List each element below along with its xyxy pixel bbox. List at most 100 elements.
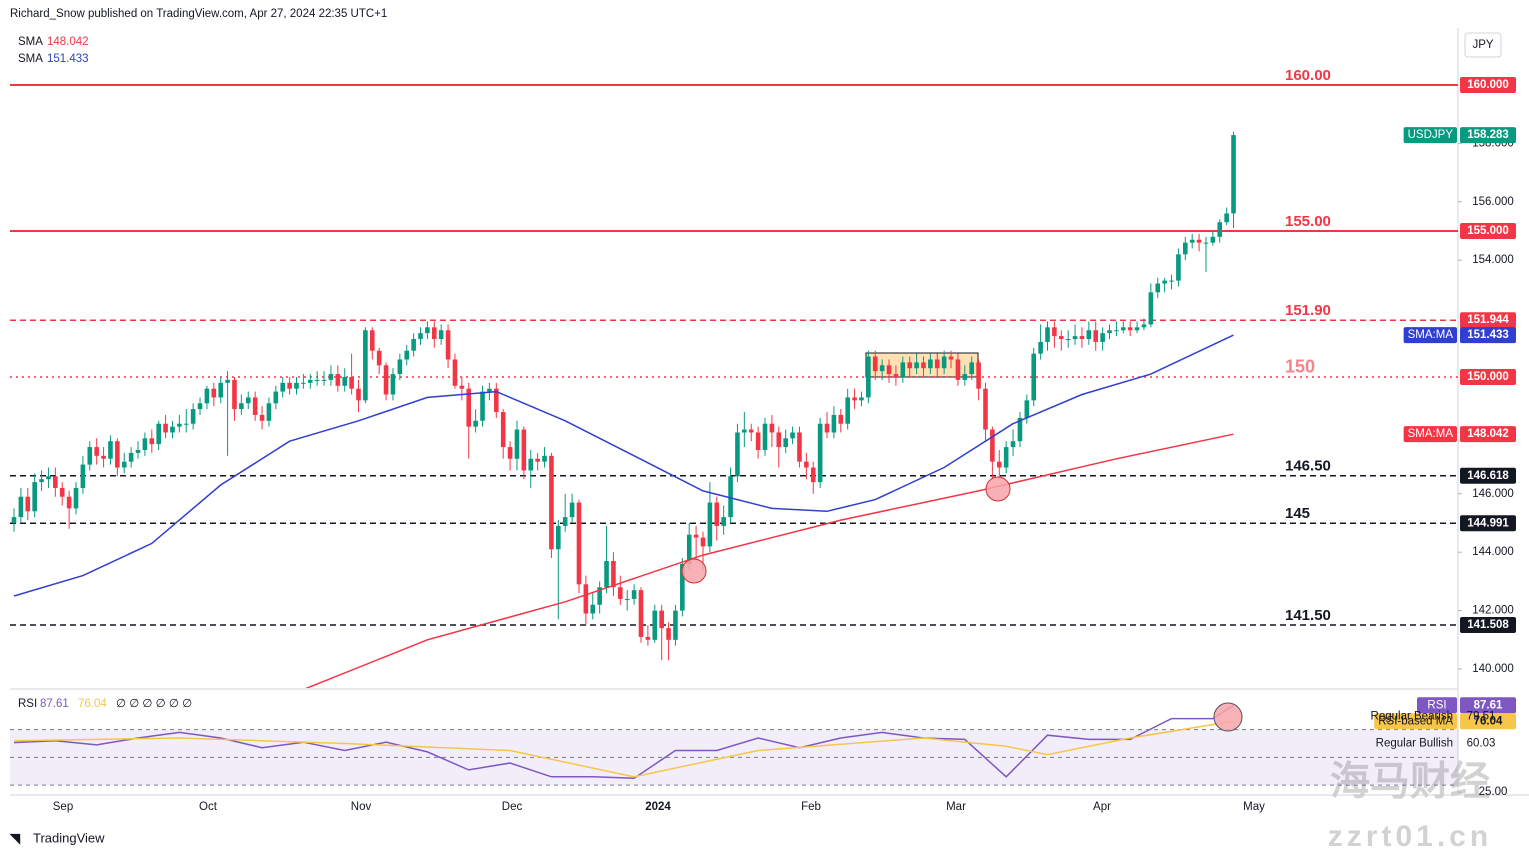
level-tag: 144.991: [1467, 517, 1509, 529]
candle-body: [163, 423, 168, 433]
candle-body: [349, 376, 354, 389]
candle-body: [135, 449, 141, 453]
candle-body: [356, 388, 361, 401]
candle-body: [115, 441, 120, 468]
candle-body: [700, 537, 706, 547]
rsi-legend-ma: 76.04: [78, 698, 107, 710]
candle-body: [769, 423, 775, 433]
candle-body: [1031, 353, 1037, 401]
brand: TradingView: [33, 830, 105, 845]
candle-body: [590, 604, 596, 614]
level-tag: 141.508: [1467, 619, 1509, 631]
candle-body: [383, 365, 389, 395]
candle-body: [273, 391, 279, 404]
candle-body: [983, 388, 988, 430]
candle-body: [342, 376, 348, 386]
price-tag-symbol-bg: [1403, 127, 1457, 144]
candle-body: [914, 362, 919, 369]
rsi-tag-name: RSI: [1427, 699, 1446, 711]
candle-body: [149, 438, 155, 445]
candle-body: [996, 461, 1002, 468]
candle-body: [94, 447, 99, 456]
candle-body: [142, 438, 148, 450]
level-label: 160.00: [1285, 67, 1331, 84]
candle-body: [445, 330, 451, 360]
candle-body: [521, 429, 527, 471]
candle-body: [121, 461, 127, 468]
candle-body: [1065, 339, 1071, 341]
candle-body: [900, 362, 906, 377]
rsi-legend-extra: ∅ ∅ ∅ ∅ ∅ ∅: [116, 698, 192, 710]
candle-body: [742, 429, 747, 433]
y-tick-label: 144.000: [1472, 546, 1514, 558]
watermark-title: 海马财经: [1330, 760, 1490, 804]
candle-body: [480, 391, 485, 421]
candle-body: [1086, 330, 1092, 340]
candle-body: [1231, 135, 1236, 214]
candle-body: [762, 423, 768, 450]
annotation-circle: [681, 558, 707, 584]
candle-body: [1045, 327, 1050, 342]
rsi-line: [13, 720, 1234, 778]
candle-body: [1196, 239, 1202, 243]
sma-tag-name: SMA:MA: [1408, 428, 1454, 440]
candle-body: [528, 458, 534, 471]
level-tag: 151.944: [1467, 314, 1509, 326]
level-label: 145: [1285, 505, 1310, 522]
candle-body: [776, 432, 782, 448]
candle-body: [425, 327, 430, 334]
level-tag: 146.618: [1467, 470, 1509, 482]
candle-body: [652, 610, 658, 640]
marker-value: 79.51: [1467, 711, 1496, 723]
candle-body: [1107, 330, 1112, 334]
price-tag: 158.283: [1467, 129, 1509, 141]
candle-body: [859, 397, 864, 401]
candle-body: [707, 502, 713, 547]
level-tag-bg: [1460, 368, 1516, 385]
candle-body: [321, 379, 327, 381]
sma-line: [13, 334, 1234, 597]
level-tag-bg: [1460, 312, 1516, 329]
candle-body: [1024, 400, 1030, 418]
candle-body: [507, 447, 513, 459]
rsi-ma-tag: 76.04: [1474, 715, 1503, 727]
candle-body: [239, 403, 244, 410]
candle-body: [583, 584, 589, 614]
candle-body: [170, 426, 175, 433]
brand-icon: ◥: [9, 830, 21, 845]
candle-body: [1072, 336, 1078, 340]
candle-body: [921, 362, 926, 369]
candle-body: [1176, 254, 1181, 281]
candle-body: [638, 590, 644, 637]
candle-body: [845, 397, 850, 424]
candle-body: [259, 414, 265, 421]
sma-tag-name-bg: [1403, 426, 1457, 443]
candle-body: [500, 412, 506, 448]
sma-tag-bg: [1460, 426, 1516, 443]
candle-body: [838, 414, 844, 424]
candle-body: [721, 517, 726, 526]
candle-body: [452, 359, 458, 386]
candle-body: [266, 403, 272, 421]
candle-body: [1079, 336, 1085, 340]
candle-body: [328, 374, 334, 380]
candle-body: [1017, 417, 1023, 442]
candle-body: [404, 350, 410, 360]
candle-body: [597, 587, 602, 605]
candle-body: [183, 423, 189, 425]
candle-body: [680, 563, 685, 611]
candle-body: [514, 429, 520, 459]
candle-body: [80, 464, 86, 488]
x-tick-label: May: [1243, 801, 1265, 813]
candle-body: [542, 455, 547, 462]
sma-tag-name: SMA:MA: [1408, 329, 1454, 341]
x-tick-label: Nov: [351, 801, 372, 813]
legend-value: 148.042: [47, 36, 89, 48]
level-tag-bg: [1460, 222, 1516, 239]
currency-box[interactable]: [1464, 32, 1502, 58]
candle-body: [431, 327, 437, 340]
price-tag-symbol: USDJPY: [1408, 129, 1454, 141]
candle-body: [549, 455, 554, 550]
candle-body: [73, 487, 79, 509]
rsi-line: [13, 704, 1234, 779]
